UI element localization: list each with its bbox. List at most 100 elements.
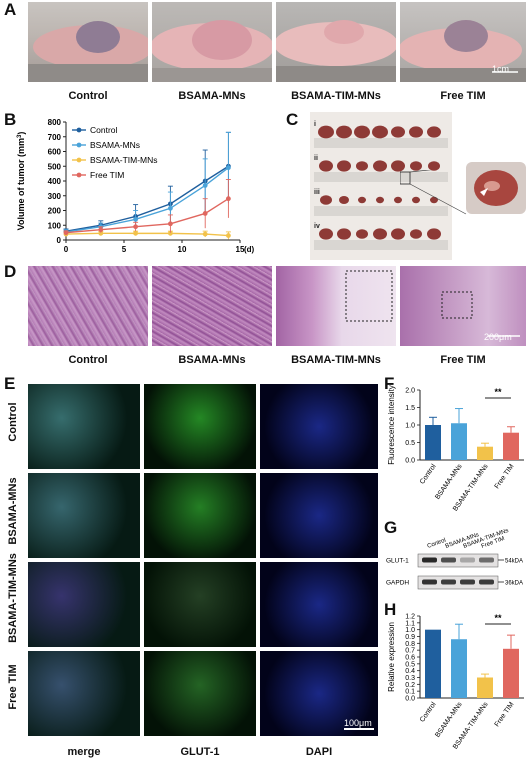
legend-label: BSAMA-MNs — [90, 140, 140, 150]
band — [479, 557, 494, 563]
bar-1 — [451, 639, 467, 698]
panel-e-scale-bar: 100μm — [344, 718, 372, 728]
tumor-sample — [410, 229, 422, 239]
x-tick-label: 15 — [236, 245, 245, 254]
tumor-volume-chart: 0 100 200 300 400 500 600 700 800 0 5 10 15 (d) Volume… — [16, 118, 255, 254]
if-cell-r3-c0 — [28, 651, 140, 736]
y-tick-label: 400 — [48, 177, 62, 186]
mouse-photo-free-tim — [400, 2, 526, 82]
legend-marker — [76, 172, 82, 178]
tumor-sample — [427, 126, 441, 138]
tumor-sample — [427, 228, 441, 240]
panel-d-caption-bsama: BSAMA-MNs — [178, 354, 246, 366]
data-point — [133, 230, 139, 236]
data-point — [133, 224, 139, 230]
blot-strip — [417, 553, 499, 568]
data-point — [98, 227, 104, 233]
data-point — [226, 196, 231, 202]
tumor-sample — [391, 126, 405, 138]
x-tick-label: BSAMA-MNs — [434, 701, 464, 739]
he-stain-control — [28, 266, 148, 346]
mouse-photo-bsama — [152, 2, 272, 82]
series-line-2 — [65, 232, 229, 237]
tumor-sample — [394, 196, 402, 204]
x-tick-label: Control — [419, 701, 438, 724]
tumor-sample — [409, 126, 423, 138]
mouse-photo-control — [28, 2, 148, 82]
y-axis-label: Relative expression — [387, 622, 396, 692]
x-tick-label: BSAMA-MNs — [434, 463, 464, 501]
panel-e-row-free-tim: Free TIM — [7, 664, 19, 710]
y-tick-label: 600 — [48, 148, 62, 157]
tumor-sample — [373, 228, 387, 240]
if-cell-r1-c0 — [28, 473, 140, 558]
if-cell-r1-c1 — [144, 473, 256, 558]
tumor-sample — [391, 160, 405, 172]
y-tick-label: 0.8 — [405, 641, 415, 648]
if-cell-r0-c1 — [144, 384, 256, 469]
y-tick-label: 0.1 — [405, 689, 415, 696]
band — [460, 579, 475, 585]
significance-mark: ** — [494, 613, 502, 623]
data-point — [168, 221, 173, 227]
if-cell-r3-c1 — [144, 651, 256, 736]
y-tick-label: 800 — [48, 118, 62, 127]
y-tick-label: 0.6 — [405, 655, 415, 662]
tumor-sample — [356, 161, 368, 171]
y-tick-label: 0.0 — [405, 458, 415, 465]
band — [479, 579, 494, 585]
bar-1 — [451, 423, 467, 460]
y-axis-label: Volume of tumor (mm3) — [16, 132, 26, 231]
panel-e-col-glut1: GLUT-1 — [180, 746, 220, 758]
y-tick-label: 0.4 — [405, 668, 415, 675]
bar-2 — [477, 677, 493, 698]
tumor-sample — [336, 125, 352, 139]
y-tick-label: 0.9 — [405, 634, 415, 641]
x-tick-label: 0 — [64, 245, 69, 254]
tumor-sample — [337, 228, 351, 240]
tumor-sample — [339, 196, 349, 204]
panel-a-caption-control: Control — [68, 90, 108, 102]
tumor-sample — [410, 161, 422, 171]
y-tick-label: 1.0 — [405, 423, 415, 430]
y-tick-label: 200 — [48, 207, 62, 216]
he-stain-bsama-tim — [276, 266, 396, 346]
if-cell-r0-c2 — [260, 384, 378, 469]
bar-0 — [425, 425, 441, 460]
data-point — [168, 205, 173, 211]
tumor-zoom-photo — [466, 162, 526, 214]
y-tick-label: 0.0 — [405, 696, 415, 703]
tumor-sample — [320, 195, 332, 205]
y-tick-label: 0.2 — [405, 682, 415, 689]
y-tick-label: 0.3 — [405, 675, 415, 682]
y-tick-label: 0.5 — [405, 661, 415, 668]
row-label: i — [314, 121, 316, 128]
mouse-photo-bsama-tim — [276, 2, 396, 82]
tumor-sample — [428, 161, 440, 171]
ruler — [314, 240, 448, 250]
band — [441, 557, 456, 563]
y-tick-label: 500 — [48, 162, 62, 171]
band — [422, 557, 437, 563]
tumor-sample — [337, 160, 351, 172]
tumor-sample — [373, 160, 387, 172]
y-tick-label: 100 — [48, 221, 62, 230]
panel-d-label: D — [4, 262, 17, 281]
panel-a-caption-bsama: BSAMA-MNs — [178, 90, 246, 102]
y-tick-label: 0.7 — [405, 648, 415, 655]
panel-e-col-dapi: DAPI — [305, 746, 333, 758]
band-label: GAPDH — [386, 580, 409, 587]
if-cell-r2-c0 — [28, 562, 140, 647]
immunofluorescence-grid — [28, 384, 378, 736]
legend-label: Free TIM — [90, 170, 124, 180]
panel-h-label: H — [384, 600, 397, 619]
bar-3 — [503, 432, 519, 460]
data-point — [226, 233, 231, 238]
x-tick-label: 10 — [178, 245, 187, 254]
panel-d-caption-control: Control — [68, 354, 108, 366]
y-tick-label: 1.0 — [405, 627, 415, 634]
ruler — [314, 172, 448, 182]
legend-marker — [76, 157, 82, 163]
legend-marker — [76, 127, 82, 133]
tumor-sample — [318, 125, 334, 139]
